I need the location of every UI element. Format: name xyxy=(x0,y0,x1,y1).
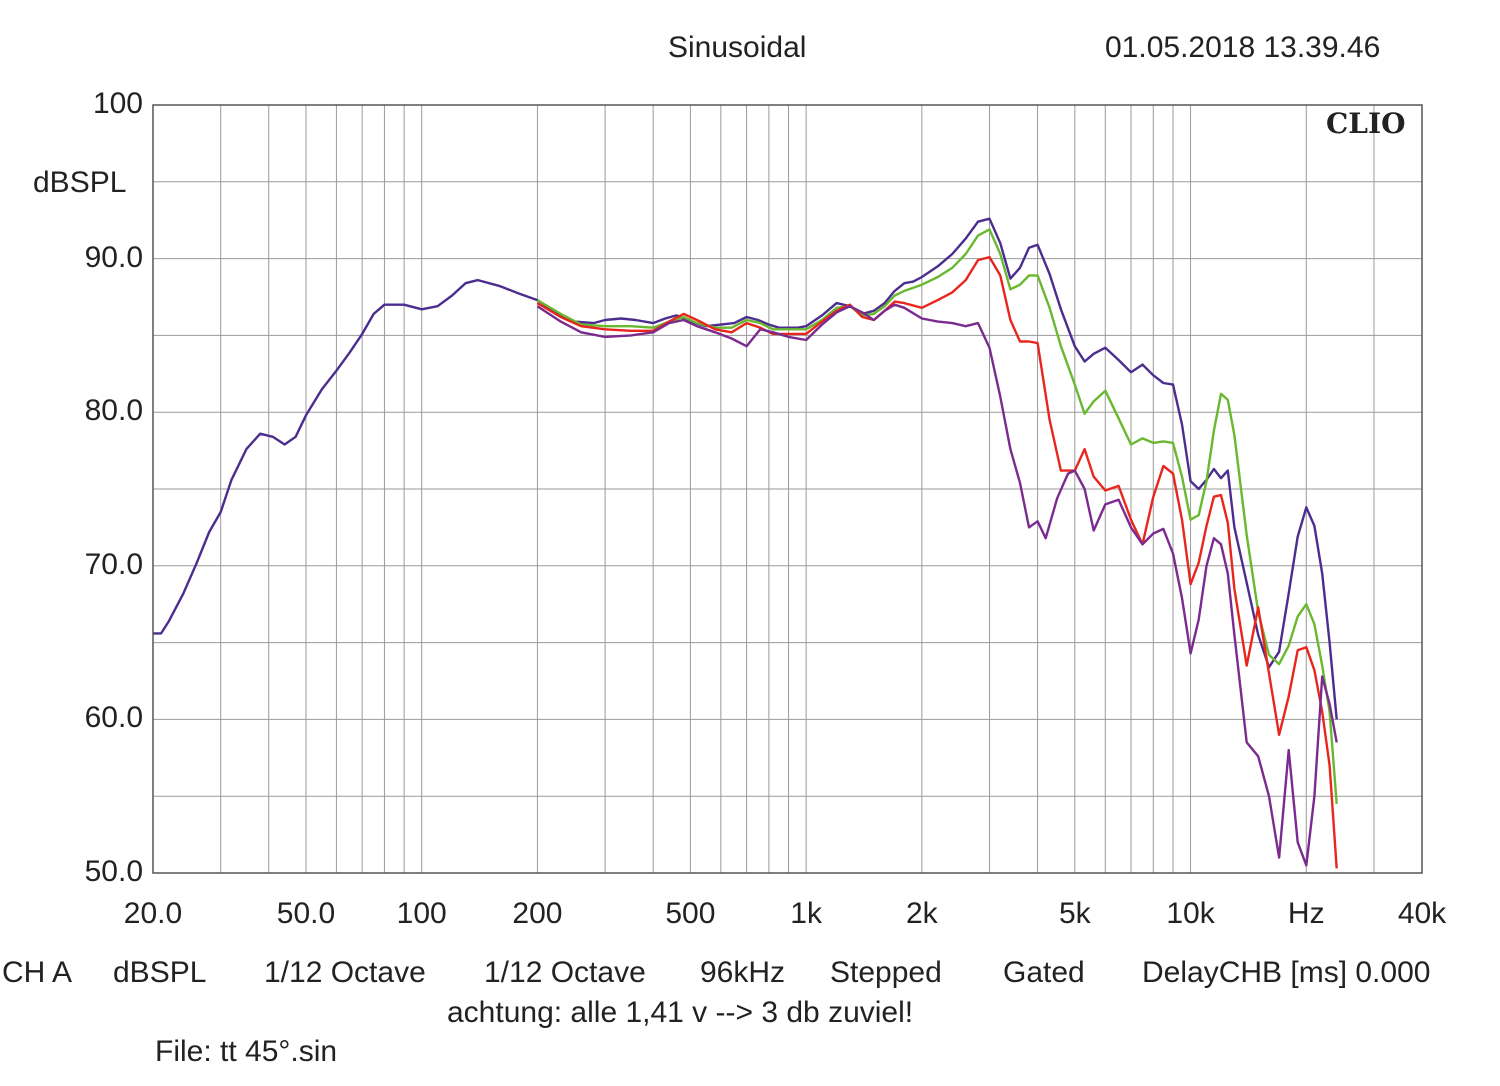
header-datetime: 01.05.2018 13.39.46 xyxy=(1105,31,1381,64)
x-tick-label: 5k xyxy=(1058,897,1091,930)
response-curve-4 xyxy=(536,303,1338,867)
footer-window: Gated xyxy=(1003,956,1085,989)
chart-series-group xyxy=(153,217,1338,869)
x-tick-label: 500 xyxy=(665,897,716,930)
response-curve-2 xyxy=(536,228,1338,804)
y-tick-label: 100 xyxy=(92,87,143,120)
x-tick-label: 2k xyxy=(906,897,938,930)
y-tick-label: 80.0 xyxy=(84,394,143,428)
y-axis-label: dBSPL xyxy=(33,166,127,199)
x-tick-label: Hz xyxy=(1287,897,1325,930)
y-tick-label: 70.0 xyxy=(84,547,143,581)
y-tick-label: 90.0 xyxy=(84,240,143,274)
response-curve-1 xyxy=(153,217,1338,720)
footer-note: achtung: alle 1,41 v --> 3 db zuviel! xyxy=(447,996,914,1029)
footer-delay: DelayCHB [ms] 0.000 xyxy=(1142,956,1431,989)
response-curve-3 xyxy=(536,255,1338,869)
footer-channel: CH A xyxy=(2,956,73,989)
header-mode: Sinusoidal xyxy=(668,31,807,64)
footer-smoothing-1: 1/12 Octave xyxy=(264,956,426,989)
x-tick-label: 200 xyxy=(512,897,563,930)
x-tick-label: 10k xyxy=(1166,897,1215,930)
clio-logo: CLIO xyxy=(1326,107,1406,140)
plot-frame xyxy=(152,104,1423,874)
footer-sweep: Stepped xyxy=(830,956,942,989)
footer-smoothing-2: 1/12 Octave xyxy=(484,956,646,989)
x-tick-label: 40k xyxy=(1397,897,1447,930)
x-tick-label: 1k xyxy=(790,897,822,930)
x-tick-label: 100 xyxy=(396,897,447,930)
footer-file: File: tt 45°.sin xyxy=(155,1035,338,1068)
x-tick-label: 50.0 xyxy=(276,897,336,930)
footer-unit: dBSPL xyxy=(113,956,207,989)
footer-rate: 96kHz xyxy=(700,956,786,989)
y-tick-label: 60.0 xyxy=(84,701,143,735)
chart-grid xyxy=(153,105,1422,873)
y-tick-label: 50.0 xyxy=(84,855,143,888)
x-tick-label: 20.0 xyxy=(123,897,183,930)
